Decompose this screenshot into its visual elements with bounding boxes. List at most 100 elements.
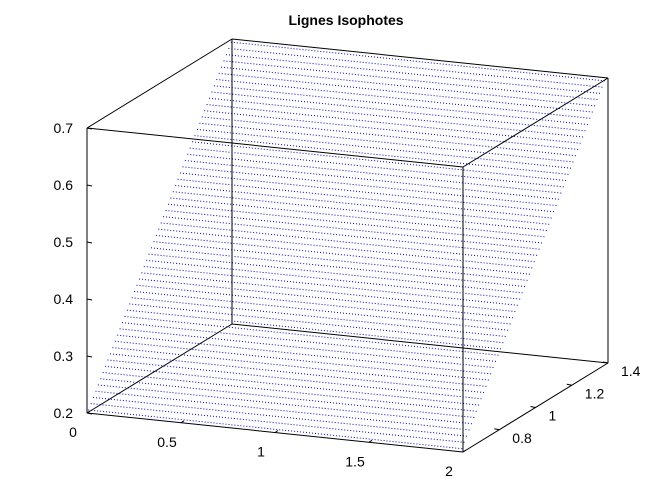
isophote-line xyxy=(204,110,581,151)
x-tick-label: 0.5 xyxy=(157,434,177,450)
z-tick-label: 0.5 xyxy=(54,234,74,250)
isophote-line xyxy=(187,153,564,194)
isophote-line xyxy=(211,91,588,132)
x-tick-mark xyxy=(180,420,185,424)
isophote-line xyxy=(146,259,523,300)
isophote-line xyxy=(182,166,559,207)
isophote-line xyxy=(112,347,489,388)
isophote-line xyxy=(134,290,511,331)
z-tick-mark xyxy=(86,241,93,244)
isophote-line xyxy=(218,72,595,113)
x-tick-label: 1.5 xyxy=(345,453,365,469)
isophote-line xyxy=(131,297,508,338)
y-tick-mark xyxy=(566,383,572,386)
z-tick-mark xyxy=(86,355,93,358)
z-tick-label: 0.3 xyxy=(54,348,74,364)
isophote-line xyxy=(201,116,578,157)
isophote-line xyxy=(223,60,600,101)
axes-box-edge xyxy=(231,323,609,364)
z-tick-mark xyxy=(86,184,93,187)
isophote-line xyxy=(107,359,484,400)
isophote-line xyxy=(141,272,518,313)
isophote-line xyxy=(97,384,474,425)
isophote-line xyxy=(216,79,593,119)
isophote-line xyxy=(170,197,547,238)
axes-box xyxy=(86,38,609,453)
axes-box-edge xyxy=(86,127,464,168)
isophote-line xyxy=(100,378,477,419)
isophote-line xyxy=(213,85,590,126)
isophote-line xyxy=(119,328,496,369)
isophote-line xyxy=(153,241,530,282)
isophote-lines xyxy=(88,41,607,450)
isophote-line xyxy=(143,266,520,306)
z-tick-label: 0.6 xyxy=(54,177,74,193)
isophote-line xyxy=(129,303,506,344)
axes-box-edge xyxy=(86,323,233,414)
x-tick-mark xyxy=(462,449,467,453)
x-tick-label: 1 xyxy=(257,444,265,460)
z-tick-label: 0.4 xyxy=(54,291,74,307)
isophote-line xyxy=(102,372,479,412)
isophote-line xyxy=(199,122,576,163)
isophote-line xyxy=(105,365,482,406)
isophote-line xyxy=(189,147,566,188)
isophote-line xyxy=(196,128,574,169)
isophote-line xyxy=(221,66,598,107)
isophote-line xyxy=(225,54,603,95)
y-tick-label: 1.2 xyxy=(585,385,605,401)
isophote-line xyxy=(121,322,499,363)
z-tick-label: 0.7 xyxy=(54,120,74,136)
y-tick-mark xyxy=(602,361,609,364)
isophote-line xyxy=(167,203,545,244)
isophote-line xyxy=(136,284,513,325)
isophote-line xyxy=(179,172,557,213)
isophote-line xyxy=(230,41,607,82)
x-tick-mark xyxy=(368,439,373,443)
z-tick-mark xyxy=(86,412,93,415)
axes-box-edge xyxy=(86,38,233,129)
isophote-line xyxy=(177,178,554,219)
x-tick-label: 2 xyxy=(445,463,453,479)
isophote-line xyxy=(175,185,552,225)
y-tick-mark xyxy=(494,428,500,431)
x-tick-mark xyxy=(274,430,279,433)
isophote-line xyxy=(155,234,532,275)
isophote-line xyxy=(163,216,540,257)
x-tick-label: 0 xyxy=(69,424,77,440)
isophote-line xyxy=(92,396,470,437)
axes-box-edge xyxy=(231,38,609,79)
isophote-line xyxy=(117,334,494,375)
y-tick-label: 0.8 xyxy=(512,430,532,446)
z-tick-mark xyxy=(86,127,93,130)
isophote-line xyxy=(192,141,569,182)
isophote-line xyxy=(148,253,525,294)
isophote-line xyxy=(124,315,501,356)
z-tick-label: 0.2 xyxy=(54,405,74,421)
isophote-line xyxy=(160,222,537,263)
isophote-line xyxy=(172,191,549,232)
isophote-line xyxy=(95,390,472,431)
isophote-line xyxy=(150,247,528,288)
chart-title: Lignes Isophotes xyxy=(288,12,403,28)
y-tick-label: 1.4 xyxy=(621,363,641,379)
isophote-line xyxy=(88,409,465,450)
isophote-line xyxy=(228,47,605,88)
isophote-line xyxy=(194,135,571,176)
z-tick-mark xyxy=(86,298,93,301)
isophote-line xyxy=(109,353,487,394)
isophote-line xyxy=(138,278,516,319)
axes-box-edge xyxy=(462,77,609,168)
y-tick-label: 1 xyxy=(549,408,557,424)
isophote-line xyxy=(206,104,583,144)
isophote-line xyxy=(90,403,467,444)
isophote-line xyxy=(114,340,491,381)
isophote-line xyxy=(184,160,561,200)
y-tick-mark xyxy=(530,406,536,408)
isophote-line xyxy=(158,228,535,269)
isophote-line xyxy=(126,309,503,350)
axis-ticks: 0 0.5 1 1.5 2 0.8 1 1.2 1.4 0.2 0.3 0.4 0.5 0.6 0.7 xyxy=(54,120,641,479)
isophote-line xyxy=(208,97,586,138)
isophote-line xyxy=(165,209,542,250)
